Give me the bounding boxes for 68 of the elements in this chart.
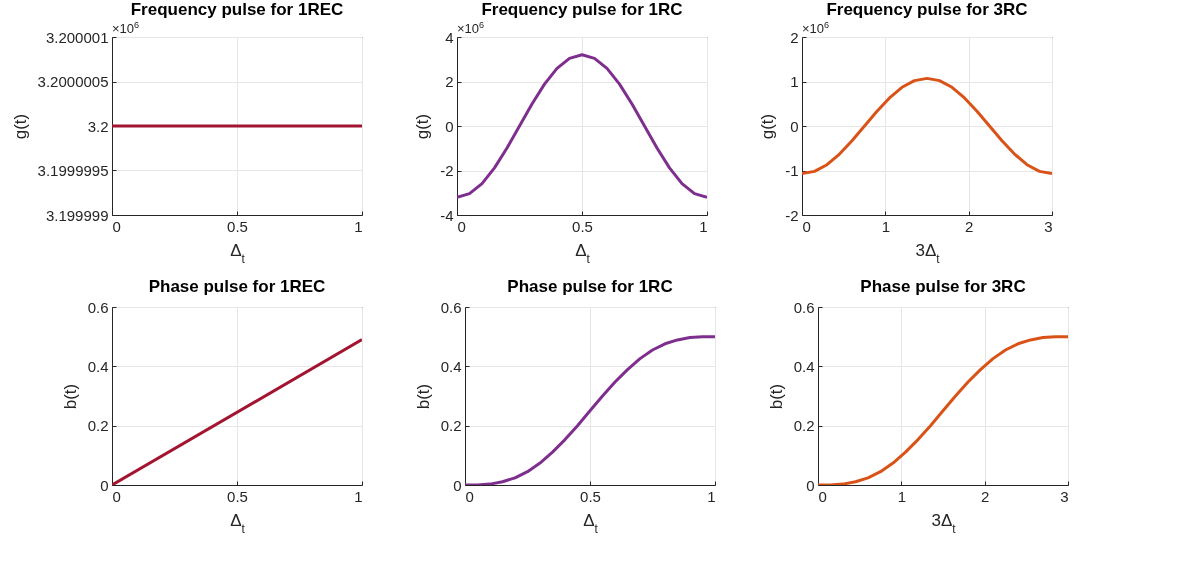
y-tick-label: 0 bbox=[790, 117, 799, 135]
x-tick-label: 0 bbox=[818, 487, 827, 505]
y-tick-label: 0 bbox=[806, 476, 815, 494]
x-tick-label: 0 bbox=[465, 487, 474, 505]
x-tick-label: 1 bbox=[897, 487, 907, 505]
y-tick-label: 0.4 bbox=[87, 357, 109, 375]
chart-title: Phase pulse for 1RC bbox=[507, 277, 673, 296]
line-series bbox=[457, 53, 707, 199]
y-axis-title: b(t) bbox=[413, 383, 433, 410]
x-axis-title: 3Δ$_{t}$ bbox=[915, 240, 941, 266]
y-tick-label: 3.2000005 bbox=[37, 73, 109, 90]
x-tick-label: 3 bbox=[1044, 217, 1053, 235]
text: ×10$^{6}$ bbox=[802, 20, 830, 36]
x-tick-label: 1 bbox=[354, 217, 363, 235]
y-tick-label: 0.2 bbox=[440, 417, 462, 435]
x-axis-title: Δ$_{t}$ bbox=[583, 510, 599, 536]
y-tick-label: 0 bbox=[453, 476, 462, 494]
y-tick-label: 1 bbox=[790, 73, 799, 90]
y-axis-title: b(t) bbox=[60, 383, 80, 410]
text: ×10$^{6}$ bbox=[457, 20, 485, 36]
x-tick-label: 1 bbox=[699, 217, 708, 235]
y-tick-label: -1 bbox=[785, 162, 799, 179]
x-tick-label: 0 bbox=[112, 217, 121, 235]
y-tick-label: 3.200001 bbox=[45, 28, 109, 46]
y-axis-title: b(t) bbox=[766, 383, 786, 410]
y-tick-label: 3.1999995 bbox=[37, 162, 109, 179]
x-tick-label: 0.5 bbox=[227, 487, 248, 505]
x-tick-label: 0 bbox=[112, 487, 121, 505]
y-tick-label: -4 bbox=[440, 206, 454, 224]
y-axis-title: g(t) bbox=[413, 113, 433, 140]
y-tick-label: 0 bbox=[100, 476, 109, 494]
y-tick-label: 0.6 bbox=[793, 298, 815, 316]
x-tick-label: 2 bbox=[980, 487, 990, 505]
x-axis-title: Δ$_{t}$ bbox=[230, 510, 246, 536]
x-tick-label: 1 bbox=[881, 217, 891, 235]
x-axis-title: Δ$_{t}$ bbox=[575, 240, 591, 266]
x-tick-label: 0.5 bbox=[572, 217, 593, 235]
y-tick-label: 0.2 bbox=[87, 417, 109, 435]
y-tick-label: 0.4 bbox=[793, 357, 815, 375]
y-tick-label: 2 bbox=[445, 73, 454, 90]
y-tick-label: -2 bbox=[440, 162, 454, 179]
x-axis-title: 3Δ$_{t}$ bbox=[931, 510, 957, 536]
chart-title: Frequency pulse for 1RC bbox=[481, 0, 683, 19]
x-tick-label: 3 bbox=[1060, 487, 1069, 505]
x-tick-label: 2 bbox=[964, 217, 974, 235]
text: ×10$^{6}$ bbox=[112, 20, 140, 36]
x-axis-title: Δ$_{t}$ bbox=[230, 240, 246, 266]
y-tick-label: 4 bbox=[445, 28, 454, 46]
chart-title: Phase pulse for 1REC bbox=[148, 277, 326, 296]
y-tick-label: 3.199999 bbox=[45, 206, 109, 224]
chart-title: Phase pulse for 3RC bbox=[860, 277, 1026, 296]
x-tick-label: 0.5 bbox=[227, 217, 248, 235]
y-axis-title: g(t) bbox=[10, 113, 30, 140]
line-series bbox=[802, 76, 1052, 176]
y-tick-label: 0.6 bbox=[87, 298, 109, 316]
chart-title: Frequency pulse for 3RC bbox=[826, 0, 1028, 19]
y-tick-label: 0.6 bbox=[440, 298, 462, 316]
x-tick-label: 1 bbox=[354, 487, 363, 505]
y-tick-label: 0.2 bbox=[793, 417, 815, 435]
x-tick-label: 0.5 bbox=[580, 487, 601, 505]
chart-title: Frequency pulse for 1REC bbox=[130, 0, 344, 19]
y-tick-label: 2 bbox=[790, 28, 799, 46]
y-tick-label: 0.4 bbox=[440, 357, 462, 375]
y-tick-label: 0 bbox=[445, 117, 454, 135]
y-tick-label: -2 bbox=[785, 206, 799, 224]
y-tick-label: 3.2 bbox=[87, 117, 109, 135]
x-tick-label: 1 bbox=[707, 487, 716, 505]
y-axis-title: g(t) bbox=[758, 113, 778, 140]
